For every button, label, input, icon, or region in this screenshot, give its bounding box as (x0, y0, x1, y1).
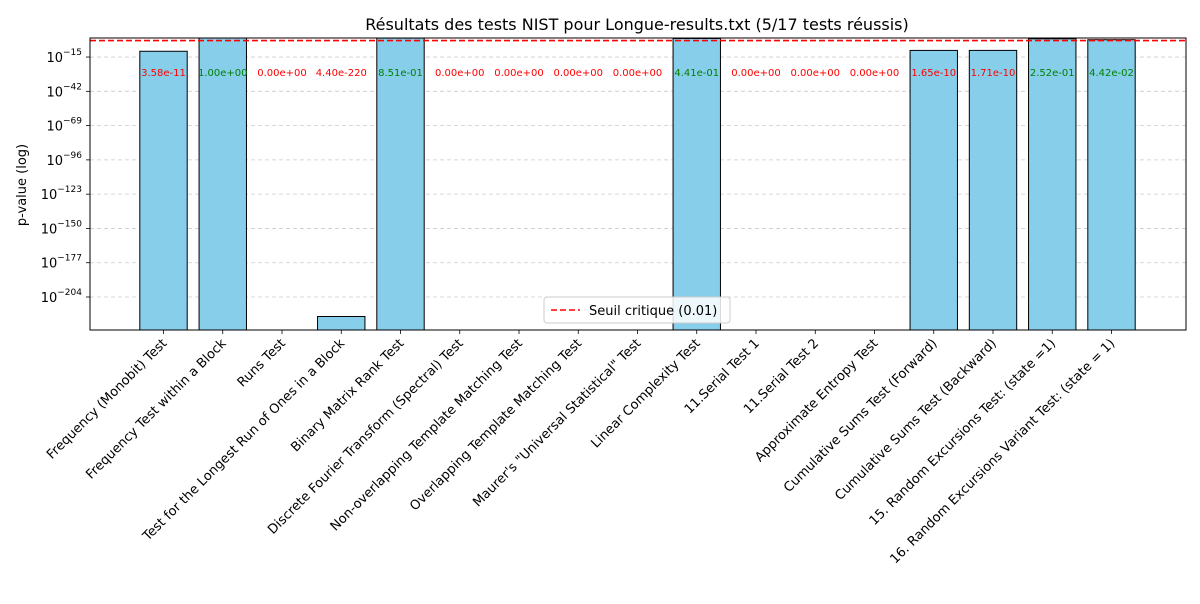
y-tick-label: 10−15 (46, 48, 82, 66)
y-tick-label: 10−69 (46, 117, 82, 135)
x-tick-label: Approximate Entropy Test (752, 336, 881, 465)
bar[interactable] (968, 49, 1018, 331)
y-tick-label: 10−177 (41, 254, 82, 272)
bar[interactable] (198, 37, 247, 331)
x-tick-label: Linear Complexity Test (589, 336, 704, 451)
bar-value-label: 0.00e+00 (553, 68, 603, 79)
bar-value-label: 0.00e+00 (790, 68, 840, 79)
x-tick-label: Test for the Longest Run of Ones in a Bl… (139, 336, 348, 545)
bar-value-label: 1.00e+00 (198, 68, 248, 79)
legend-box (543, 296, 731, 324)
y-tick-label: 10−204 (41, 288, 83, 306)
bar-value-label: 0.00e+00 (731, 68, 781, 79)
x-tick-label: Runs Test (235, 336, 289, 390)
bar-value-label: 0.00e+00 (435, 68, 485, 79)
legend-threshold-label: Seuil critique (0.01) (589, 304, 717, 319)
bar[interactable] (317, 315, 366, 331)
bars (139, 37, 1136, 331)
x-tick-label: Binary Matrix Rank Test (288, 336, 407, 455)
bar-value-label: 4.40e-220 (316, 68, 367, 79)
chart-title: Résultats des tests NIST pour Longue-res… (365, 15, 909, 34)
x-tick-label: 16. Random Excursions Variant Test: (sta… (887, 336, 1118, 567)
bar[interactable] (909, 49, 958, 331)
legend[interactable]: Seuil critique (0.01) (543, 296, 731, 324)
y-tick-label: 10−123 (41, 185, 82, 203)
bar-value-label: 3.58e-11 (141, 68, 186, 79)
bar-value-label: 1.71e-10 (971, 68, 1016, 79)
bar-value-label: 2.52e-01 (1030, 68, 1075, 79)
y-tick-label: 10−42 (46, 82, 82, 100)
plot-frame (89, 37, 1187, 331)
bar[interactable] (376, 37, 425, 331)
bar-value-label: 8.51e-01 (378, 68, 423, 79)
bar[interactable] (1028, 38, 1077, 331)
bar[interactable] (139, 50, 188, 331)
bar-value-label: 0.00e+00 (494, 68, 544, 79)
bar-value-label: 4.42e-02 (1089, 68, 1134, 79)
bar[interactable] (1087, 39, 1136, 331)
bar-value-label: 0.00e+00 (257, 68, 307, 79)
bar-value-label: 0.00e+00 (613, 68, 663, 79)
y-tick-label: 10−150 (41, 219, 83, 237)
y-tick-label: 10−96 (46, 151, 82, 169)
y-axis-label: p-value (log) (15, 144, 30, 226)
bar-value-label: 0.00e+00 (850, 68, 900, 79)
x-tick-label: Frequency (Monobit) Test (44, 336, 170, 462)
bar-value-label: 1.65e-10 (911, 68, 956, 79)
bar[interactable] (672, 37, 721, 331)
value-labels: 3.58e-11 1.00e+00 0.00e+00 4.40e-220 8.51e-0… (141, 68, 1134, 79)
bar-value-label: 4.41e-01 (674, 68, 719, 79)
grid-lines (90, 56, 1186, 298)
